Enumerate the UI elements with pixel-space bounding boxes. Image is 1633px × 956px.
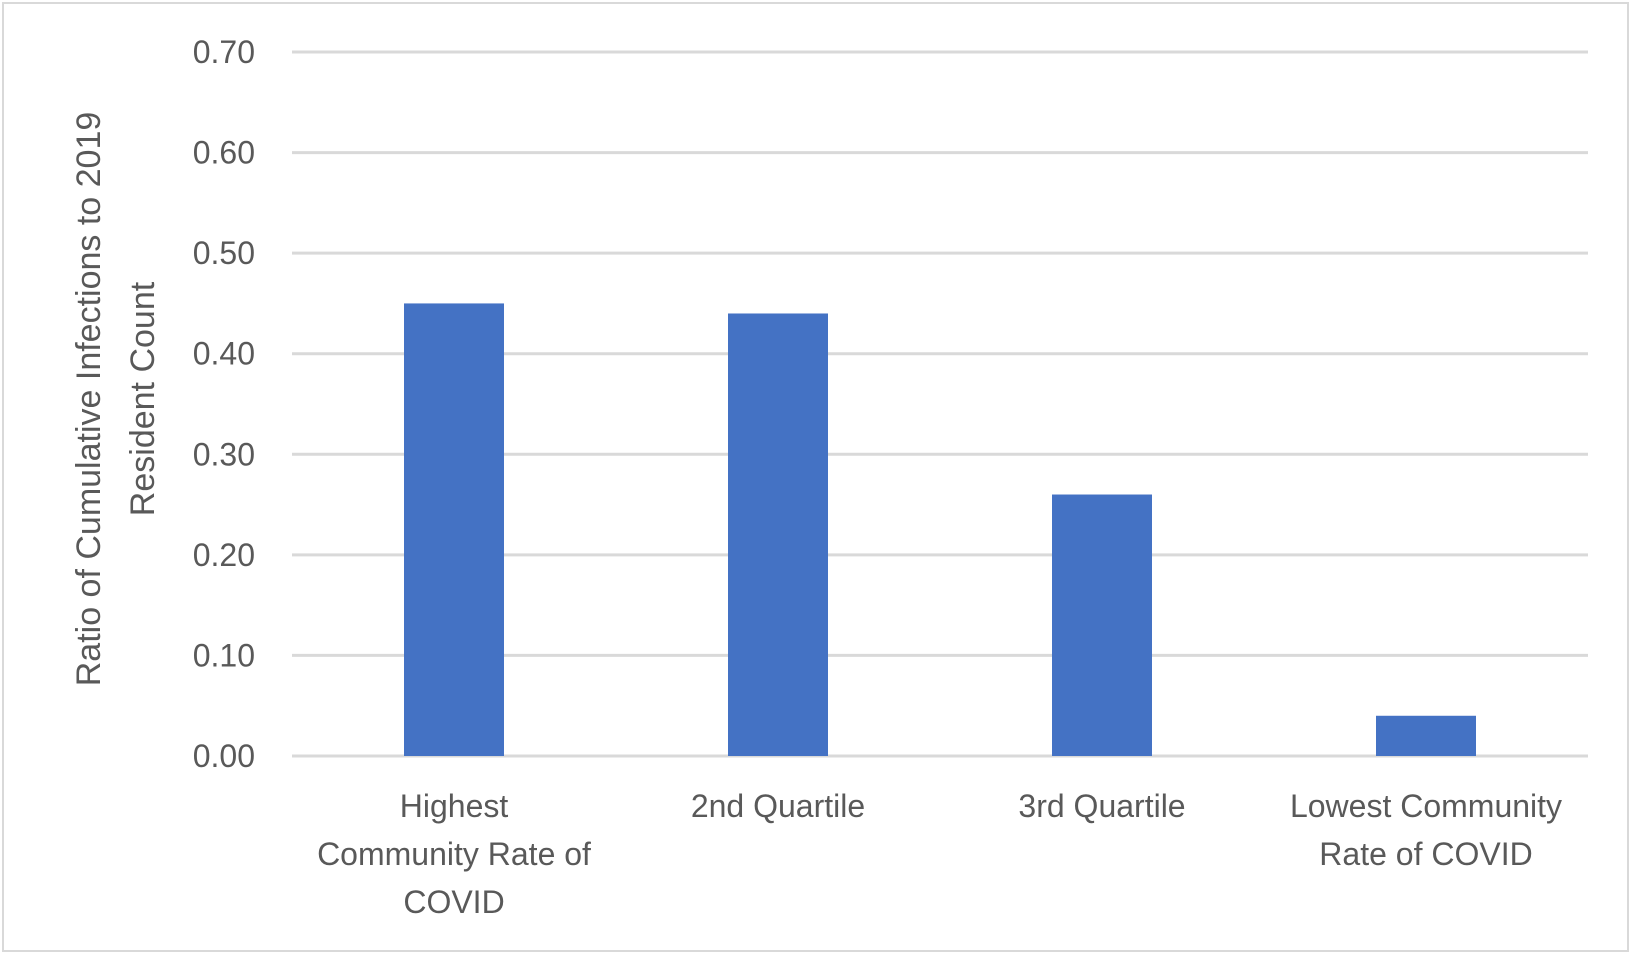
x-category-label-line: Community Rate of [317, 836, 591, 872]
x-category-label-line: Lowest Community [1290, 788, 1562, 824]
y-axis-title: Ratio of Cumulative Infections to 2019 Re… [70, 112, 162, 687]
y-tick-label: 0.00 [193, 738, 255, 774]
bar-4 [1376, 715, 1476, 756]
y-axis-title-line: Resident Count [124, 281, 162, 516]
y-tick-label: 0.50 [193, 235, 255, 271]
bar-1 [404, 303, 504, 756]
y-tick-label: 0.60 [193, 135, 255, 171]
y-tick-label: 0.30 [193, 436, 255, 472]
y-axis-title-text: Ratio of Cumulative Infections to 2019 Re… [70, 112, 162, 687]
y-tick-label: 0.40 [193, 336, 255, 372]
y-axis-tick-labels: 0.00 0.10 0.20 0.30 0.40 0.50 0.60 0.70 [193, 34, 255, 774]
x-axis-category-labels: Highest Community Rate of COVID 2nd Quartil… [317, 788, 1562, 920]
y-tick-label: 0.70 [193, 34, 255, 70]
y-tick-label: 0.10 [193, 637, 255, 673]
x-category-label-line: COVID [403, 884, 504, 920]
gridlines [292, 50, 1588, 758]
x-category-label: 2nd Quartile [691, 788, 865, 824]
y-tick-label: 0.20 [193, 537, 255, 573]
x-category-label-line: Highest [400, 788, 509, 824]
x-category-label: Highest Community Rate of COVID [317, 788, 591, 920]
x-category-label-line: 3rd Quartile [1018, 788, 1185, 824]
bar-3 [1052, 494, 1152, 756]
x-category-label: 3rd Quartile [1018, 788, 1185, 824]
x-category-label: Lowest Community Rate of COVID [1290, 788, 1562, 872]
bar-2 [728, 313, 828, 756]
x-category-label-line: Rate of COVID [1319, 836, 1532, 872]
bars [404, 303, 1476, 756]
x-category-label-line: 2nd Quartile [691, 788, 865, 824]
y-axis-title-line: Ratio of Cumulative Infections to 2019 [70, 112, 108, 687]
